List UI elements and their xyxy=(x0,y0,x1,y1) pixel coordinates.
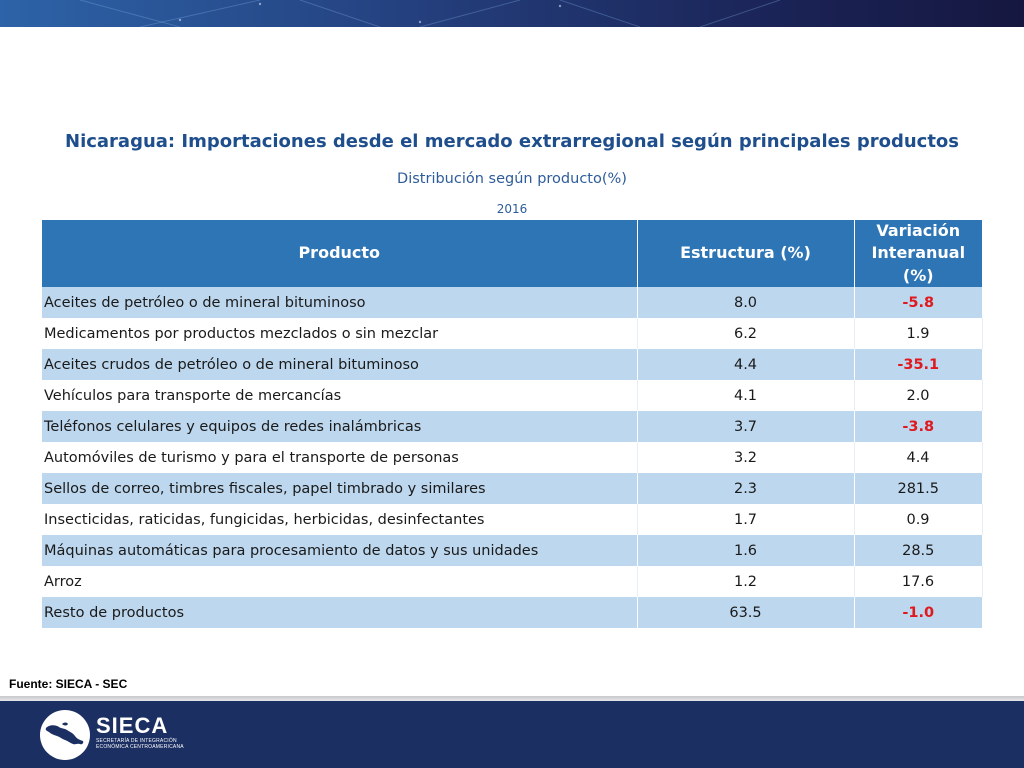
cell-producto: Automóviles de turismo y para el transpo… xyxy=(42,442,638,474)
table-row: Máquinas automáticas para procesamiento … xyxy=(42,535,982,567)
top-banner xyxy=(0,0,1024,27)
cell-estructura: 1.7 xyxy=(637,504,855,536)
cell-producto: Arroz xyxy=(42,566,638,598)
year-label: 2016 xyxy=(496,202,528,216)
cell-estructura: 3.2 xyxy=(637,442,855,474)
cell-producto: Resto de productos xyxy=(42,597,638,629)
footer-band xyxy=(0,701,1024,768)
table-row: Vehículos para transporte de mercancías 4… xyxy=(42,380,983,412)
table-row: Aceites de petróleo o de mineral bitumin… xyxy=(42,287,982,319)
cell-variacion: 4.4 xyxy=(854,442,983,474)
cell-variacion: 28.5 xyxy=(854,535,982,567)
cell-variacion: -3.8 xyxy=(854,411,982,443)
column-header-producto: Producto xyxy=(42,220,638,288)
central-america-map-icon xyxy=(40,710,90,760)
cell-producto: Aceites crudos de petróleo o de mineral … xyxy=(42,349,638,381)
cell-producto: Vehículos para transporte de mercancías xyxy=(42,380,638,412)
cell-estructura: 4.1 xyxy=(637,380,855,412)
imports-table: Producto Estructura (%) Variación Interan… xyxy=(42,220,983,629)
cell-variacion: -1.0 xyxy=(854,597,982,629)
cell-producto: Insecticidas, raticidas, fungicidas, her… xyxy=(42,504,638,536)
cell-estructura: 63.5 xyxy=(637,597,855,629)
cell-variacion: 1.9 xyxy=(854,318,983,350)
cell-producto: Medicamentos por productos mezclados o s… xyxy=(42,318,638,350)
table-row: Resto de productos 63.5 -1.0 xyxy=(42,597,982,629)
sieca-logo-text: SIECA xyxy=(96,713,169,738)
table-header-row: Producto Estructura (%) Variación Interan… xyxy=(42,220,982,288)
table-row: Automóviles de turismo y para el transpo… xyxy=(42,442,983,474)
cell-estructura: 4.4 xyxy=(637,349,855,381)
table-row: Medicamentos por productos mezclados o s… xyxy=(42,318,983,350)
column-header-estructura: Estructura (%) xyxy=(637,220,855,288)
cell-estructura: 8.0 xyxy=(637,287,855,319)
cell-estructura: 3.7 xyxy=(637,411,855,443)
cell-estructura: 6.2 xyxy=(637,318,855,350)
cell-estructura: 1.2 xyxy=(637,566,855,598)
page-subtitle: Distribución según producto(%) xyxy=(397,171,627,187)
cell-variacion: 17.6 xyxy=(854,566,983,598)
table-row: Aceites crudos de petróleo o de mineral … xyxy=(42,349,982,381)
cell-variacion: -35.1 xyxy=(854,349,982,381)
table-row: Insecticidas, raticidas, fungicidas, her… xyxy=(42,504,983,536)
column-header-variacion: Variación Interanual (%) xyxy=(854,220,982,288)
cell-producto: Sellos de correo, timbres fiscales, pape… xyxy=(42,473,638,505)
source-note: Fuente: SIECA - SEC xyxy=(9,677,128,691)
sieca-tagline: SECRETARÍA DE INTEGRACIÓN ECONÓMICA CENT… xyxy=(96,738,184,751)
cell-variacion: -5.8 xyxy=(854,287,982,319)
cell-producto: Teléfonos celulares y equipos de redes i… xyxy=(42,411,638,443)
footer-divider xyxy=(0,696,1024,701)
cell-estructura: 2.3 xyxy=(637,473,855,505)
cell-producto: Máquinas automáticas para procesamiento … xyxy=(42,535,638,567)
table-row: Sellos de correo, timbres fiscales, pape… xyxy=(42,473,982,505)
page-title: Nicaragua: Importaciones desde el mercad… xyxy=(65,131,959,152)
table-row: Teléfonos celulares y equipos de redes i… xyxy=(42,411,982,443)
cell-producto: Aceites de petróleo o de mineral bitumin… xyxy=(42,287,638,319)
cell-variacion: 2.0 xyxy=(854,380,983,412)
table-body: Aceites de petróleo o de mineral bitumin… xyxy=(42,287,983,629)
cell-variacion: 281.5 xyxy=(854,473,982,505)
table-row: Arroz 1.2 17.6 xyxy=(42,566,983,598)
cell-variacion: 0.9 xyxy=(854,504,983,536)
cell-estructura: 1.6 xyxy=(637,535,855,567)
banner-decoration xyxy=(79,0,781,27)
